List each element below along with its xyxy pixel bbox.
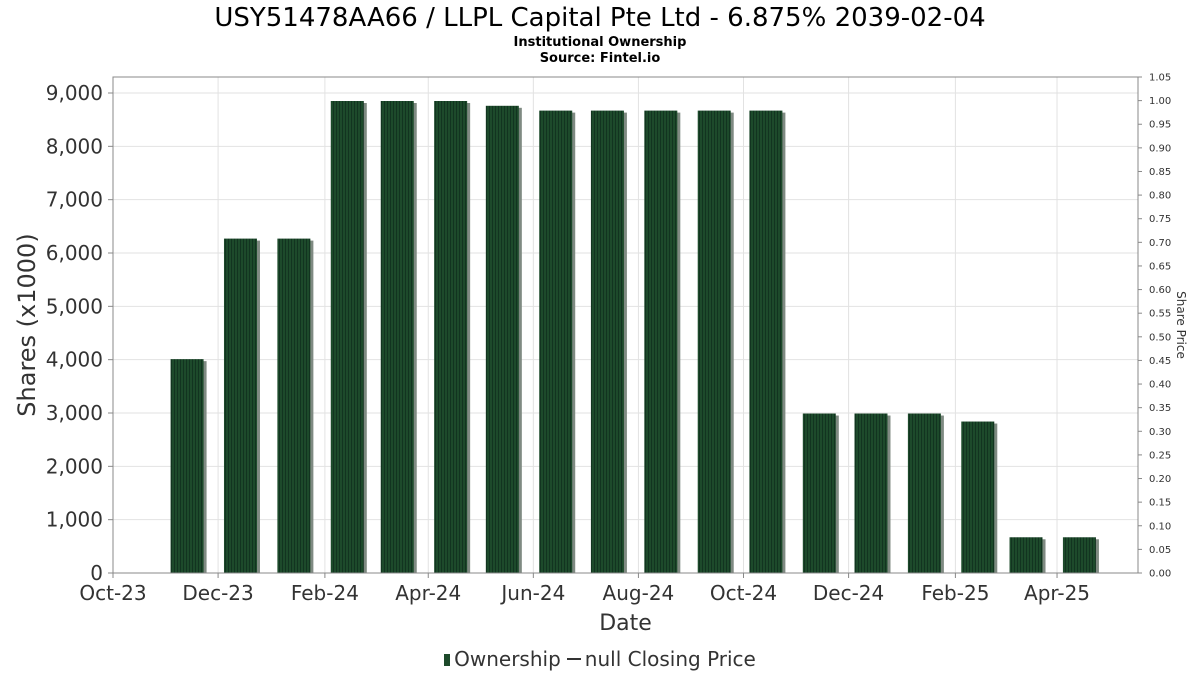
ownership-bar bbox=[485, 105, 519, 574]
y2-tick-label: 0.40 bbox=[1149, 380, 1171, 391]
ownership-bar bbox=[749, 110, 783, 573]
price-swatch-icon bbox=[566, 658, 581, 660]
y2-tick-label: 0.00 bbox=[1149, 569, 1171, 580]
y-tick-label: 3,000 bbox=[46, 401, 103, 425]
ownership-bar bbox=[961, 421, 995, 573]
ownership-bar bbox=[644, 110, 678, 573]
y-tick-label: 6,000 bbox=[46, 241, 103, 265]
y2-tick-label: 0.20 bbox=[1149, 474, 1171, 485]
ownership-bar bbox=[1062, 537, 1096, 573]
y2-tick-label: 0.10 bbox=[1149, 521, 1171, 532]
x-axis-title: Date bbox=[599, 611, 652, 636]
x-tick-label: Aug-24 bbox=[603, 581, 675, 605]
y-tick-label: 7,000 bbox=[46, 188, 103, 212]
y2-tick-label: 0.65 bbox=[1149, 261, 1171, 272]
y-tick-label: 5,000 bbox=[46, 294, 103, 318]
y2-tick-label: 0.50 bbox=[1149, 332, 1171, 343]
y2-tick-label: 0.15 bbox=[1149, 498, 1171, 509]
y2-tick-label: 0.70 bbox=[1149, 238, 1171, 249]
y2-tick-label: 1.00 bbox=[1149, 96, 1171, 107]
y2-tick-label: 0.45 bbox=[1149, 356, 1171, 367]
chart-legend: Ownership null Closing Price bbox=[0, 646, 1200, 672]
ownership-bar bbox=[697, 110, 731, 573]
y-tick-label: 2,000 bbox=[46, 454, 103, 478]
y2-tick-label: 0.05 bbox=[1149, 545, 1171, 556]
y2-tick-label: 0.30 bbox=[1149, 427, 1171, 438]
y-tick-label: 8,000 bbox=[46, 134, 103, 158]
y2-tick-label: 0.75 bbox=[1149, 214, 1171, 225]
ownership-bar bbox=[854, 413, 888, 573]
ownership-bar bbox=[223, 238, 257, 573]
legend-ownership-label: Ownership bbox=[454, 647, 561, 671]
ownership-bar bbox=[434, 101, 468, 573]
chart-title: USY51478AA66 / LLPL Capital Pte Ltd - 6.… bbox=[214, 3, 986, 33]
y2-tick-label: 0.25 bbox=[1149, 450, 1171, 461]
y-tick-label: 9,000 bbox=[46, 81, 103, 105]
y-tick-label: 1,000 bbox=[46, 508, 103, 532]
ownership-bar bbox=[590, 110, 624, 573]
y-tick-label: 4,000 bbox=[46, 348, 103, 372]
y2-tick-label: 0.35 bbox=[1149, 403, 1171, 414]
legend-price-label: null Closing Price bbox=[584, 647, 756, 671]
ownership-bar bbox=[277, 238, 311, 573]
y2-tick-label: 0.80 bbox=[1149, 191, 1171, 202]
ownership-swatch-icon bbox=[444, 654, 451, 666]
y2-tick-label: 0.95 bbox=[1149, 120, 1171, 131]
ownership-bar bbox=[907, 413, 941, 573]
chart-source: Source: Fintel.io bbox=[539, 51, 661, 66]
y2-tick-label: 1.05 bbox=[1149, 73, 1171, 84]
y2-axis-title: Share Price bbox=[1174, 291, 1188, 359]
ownership-bar bbox=[330, 101, 364, 573]
y2-tick-label: 0.55 bbox=[1149, 309, 1171, 320]
x-tick-label: Feb-25 bbox=[921, 581, 989, 605]
ownership-bar bbox=[380, 101, 414, 573]
ownership-bar bbox=[802, 413, 836, 573]
x-tick-label: Oct-24 bbox=[710, 581, 777, 605]
x-tick-label: Feb-24 bbox=[291, 581, 359, 605]
x-tick-label: Apr-25 bbox=[1024, 581, 1090, 605]
y-tick-label: 0 bbox=[90, 561, 103, 585]
y2-tick-label: 0.90 bbox=[1149, 143, 1171, 154]
y2-tick-label: 0.85 bbox=[1149, 167, 1171, 178]
chart-subtitle: Institutional Ownership bbox=[513, 35, 687, 50]
x-tick-label: Jun-24 bbox=[499, 581, 565, 605]
x-tick-label: Dec-23 bbox=[182, 581, 253, 605]
y2-tick-label: 0.60 bbox=[1149, 285, 1171, 296]
x-tick-label: Dec-24 bbox=[813, 581, 884, 605]
ownership-bar bbox=[539, 110, 573, 573]
y-axis-title: Shares (x1000) bbox=[13, 233, 41, 416]
x-tick-label: Apr-24 bbox=[395, 581, 461, 605]
ownership-bar bbox=[1009, 537, 1043, 573]
x-tick-label: Oct-23 bbox=[79, 581, 146, 605]
plot-border bbox=[112, 76, 1139, 574]
ownership-bar bbox=[170, 359, 204, 573]
